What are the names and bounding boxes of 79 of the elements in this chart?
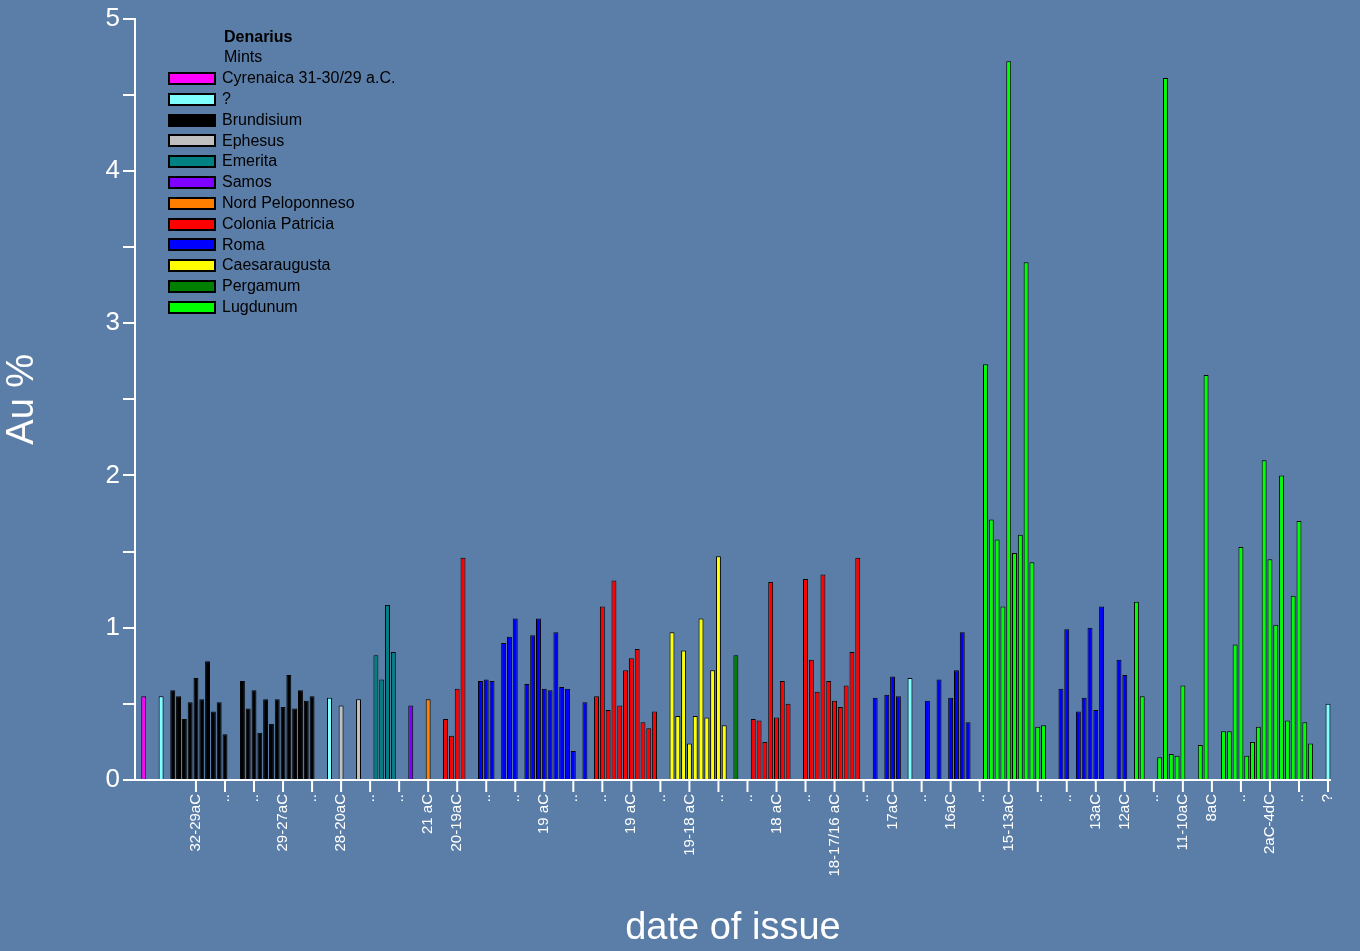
x-tick-label: 2aC-4dC — [1260, 793, 1278, 855]
bar — [187, 702, 193, 779]
x-tick-label: .. — [563, 794, 581, 803]
x-tick-label: 11-10aC — [1173, 793, 1191, 851]
legend-title: Mints — [223, 47, 264, 68]
x-axis-title: date of issue — [625, 904, 841, 947]
bar — [274, 699, 280, 779]
bar — [193, 677, 199, 779]
x-tick-label: 13aC — [1085, 793, 1103, 830]
x-tick-label: .. — [737, 794, 755, 803]
legend-label: Ephesus — [222, 130, 285, 151]
y-tick-label: 0 — [105, 763, 120, 794]
y-tick-label: 5 — [105, 1, 120, 32]
bar — [309, 696, 315, 779]
x-tick-label: 28-20aC — [331, 793, 349, 852]
bar — [280, 706, 286, 779]
legend-label: Pergamum — [222, 276, 301, 297]
y-tick-label: 4 — [105, 154, 120, 185]
text: Denarius — [223, 26, 294, 47]
x-tick-label: ? — [1318, 794, 1336, 803]
x-tick-label: 8aC — [1202, 793, 1220, 822]
bar — [263, 699, 269, 779]
x-tick-label: 17aC — [882, 793, 900, 830]
x-tick-label: .. — [389, 794, 407, 803]
x-tick-label: .. — [592, 794, 610, 803]
legend-label: Roma — [222, 234, 265, 255]
x-tick-label: .. — [1289, 794, 1307, 803]
x-tick-label: .. — [244, 794, 262, 803]
x-tick-label: 29-27aC — [273, 793, 291, 852]
x-tick-label: 20-19aC — [447, 793, 465, 852]
x-tick-label: 18 aC — [766, 793, 784, 835]
x-tick-label: 19 aC — [534, 793, 552, 835]
x-tick-label: .. — [215, 794, 233, 803]
x-tick-label: 15-13aC — [998, 793, 1016, 852]
x-tick-label: .. — [650, 794, 668, 803]
bar — [303, 700, 309, 779]
legend-label: ? — [222, 89, 231, 109]
bar — [239, 681, 245, 779]
y-tick-label: 1 — [105, 610, 120, 641]
legend-label: Samos — [222, 172, 272, 193]
bar — [286, 674, 292, 779]
x-tick-label: .. — [1143, 794, 1161, 803]
x-tick-label: .. — [302, 794, 320, 803]
bar — [176, 696, 182, 779]
x-tick-label: 18-17/16 aC — [824, 793, 842, 877]
x-tick-label: .. — [476, 794, 494, 803]
x-tick-label: 32-29aC — [186, 793, 204, 852]
bar — [170, 690, 176, 779]
x-tick-label: 21 aC — [418, 793, 436, 835]
x-tick-label: .. — [1231, 794, 1249, 803]
x-tick-label: .. — [360, 794, 378, 803]
x-tick-label: 16aC — [940, 793, 958, 830]
bar — [205, 661, 211, 779]
legend-label: Brundisium — [222, 109, 303, 130]
bar — [216, 702, 222, 779]
x-tick-label: 19 aC — [621, 793, 639, 835]
y-tick-label: 3 — [105, 306, 120, 337]
x-tick-label: 12aC — [1114, 793, 1132, 830]
x-tick-label: .. — [1056, 794, 1074, 803]
legend-label: Emerita — [222, 151, 278, 172]
y-axis-title: Au % — [0, 353, 42, 445]
bar — [199, 699, 205, 779]
legend-label: Cyrenaica 31-30/29 a.C. — [222, 68, 396, 89]
legend-label: Nord Peloponneso — [222, 192, 355, 213]
x-tick-label: .. — [505, 794, 523, 803]
bar — [245, 708, 251, 779]
legend-label: Colonia Patricia — [222, 213, 335, 234]
legend-label: Caesaraugusta — [222, 255, 331, 276]
x-tick-label: .. — [708, 794, 726, 803]
y-tick-label: 2 — [105, 458, 120, 489]
x-tick-label: .. — [1027, 794, 1045, 803]
x-tick-label: .. — [795, 794, 813, 803]
bar — [257, 732, 263, 779]
legend-label: Lugdunum — [222, 296, 298, 317]
x-tick-label: .. — [969, 794, 987, 803]
x-tick-label: .. — [853, 794, 871, 803]
bar — [297, 690, 303, 779]
x-tick-label: .. — [911, 794, 929, 803]
x-tick-label: 19-18 aC — [679, 793, 697, 856]
